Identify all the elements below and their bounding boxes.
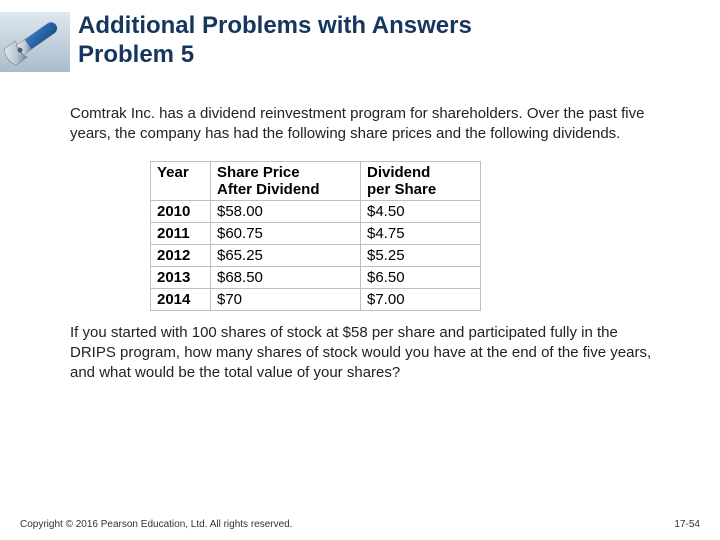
title-block: Additional Problems with Answers Problem…: [78, 12, 704, 70]
cell-dividend: $5.25: [361, 244, 481, 266]
slide-header: Additional Problems with Answers Problem…: [0, 0, 720, 80]
title-line-1: Additional Problems with Answers: [78, 12, 704, 41]
cell-year: 2010: [151, 200, 211, 222]
cell-price: $70: [211, 288, 361, 310]
question-text: If you started with 100 shares of stock …: [70, 323, 680, 384]
table-row: 2014 $70 $7.00: [151, 288, 481, 310]
slide-content: Comtrak Inc. has a dividend reinvestment…: [0, 80, 720, 383]
title-line-2: Problem 5: [78, 41, 704, 70]
cell-year: 2013: [151, 266, 211, 288]
cell-dividend: $4.50: [361, 200, 481, 222]
table-row: 2013 $68.50 $6.50: [151, 266, 481, 288]
cell-price: $68.50: [211, 266, 361, 288]
wrench-icon: [0, 12, 70, 72]
cell-dividend: $6.50: [361, 266, 481, 288]
copyright-text: Copyright © 2016 Pearson Education, Ltd.…: [20, 519, 293, 530]
data-table: Year Share Price After Dividend Dividend…: [150, 161, 481, 311]
table-row: 2010 $58.00 $4.50: [151, 200, 481, 222]
data-table-wrap: Year Share Price After Dividend Dividend…: [150, 161, 680, 311]
intro-text: Comtrak Inc. has a dividend reinvestment…: [70, 104, 680, 145]
col-header-price-l1: Share Price: [217, 164, 300, 181]
col-header-year: Year: [151, 161, 211, 200]
col-header-year-l1: Year: [157, 164, 189, 181]
slide-footer: Copyright © 2016 Pearson Education, Ltd.…: [20, 519, 700, 530]
col-header-price-l2: After Dividend: [217, 181, 320, 198]
col-header-dividend: Dividend per Share: [361, 161, 481, 200]
cell-year: 2014: [151, 288, 211, 310]
cell-dividend: $7.00: [361, 288, 481, 310]
table-row: 2011 $60.75 $4.75: [151, 222, 481, 244]
col-header-div-l2: per Share: [367, 181, 436, 198]
cell-price: $60.75: [211, 222, 361, 244]
page-number: 17-54: [674, 519, 700, 530]
table-row: 2012 $65.25 $5.25: [151, 244, 481, 266]
cell-price: $65.25: [211, 244, 361, 266]
cell-year: 2011: [151, 222, 211, 244]
col-header-price: Share Price After Dividend: [211, 161, 361, 200]
col-header-div-l1: Dividend: [367, 164, 430, 181]
table-header-row: Year Share Price After Dividend Dividend…: [151, 161, 481, 200]
cell-dividend: $4.75: [361, 222, 481, 244]
cell-year: 2012: [151, 244, 211, 266]
cell-price: $58.00: [211, 200, 361, 222]
